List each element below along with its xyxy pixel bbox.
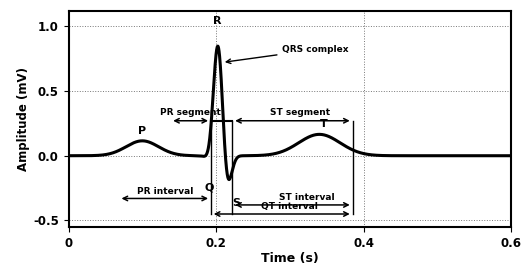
Text: T: T bbox=[320, 119, 328, 129]
Text: PR segment: PR segment bbox=[160, 108, 221, 117]
Text: Q: Q bbox=[204, 183, 213, 193]
Text: QT interval: QT interval bbox=[261, 202, 318, 211]
Text: P: P bbox=[138, 126, 147, 136]
Text: QRS complex: QRS complex bbox=[226, 45, 349, 64]
Text: R: R bbox=[213, 16, 222, 26]
X-axis label: Time (s): Time (s) bbox=[261, 253, 319, 265]
Text: ST interval: ST interval bbox=[279, 193, 335, 202]
Text: S: S bbox=[232, 198, 240, 208]
Y-axis label: Amplitude (mV): Amplitude (mV) bbox=[17, 67, 30, 171]
Text: ST segment: ST segment bbox=[270, 108, 330, 117]
Text: PR interval: PR interval bbox=[136, 187, 193, 196]
